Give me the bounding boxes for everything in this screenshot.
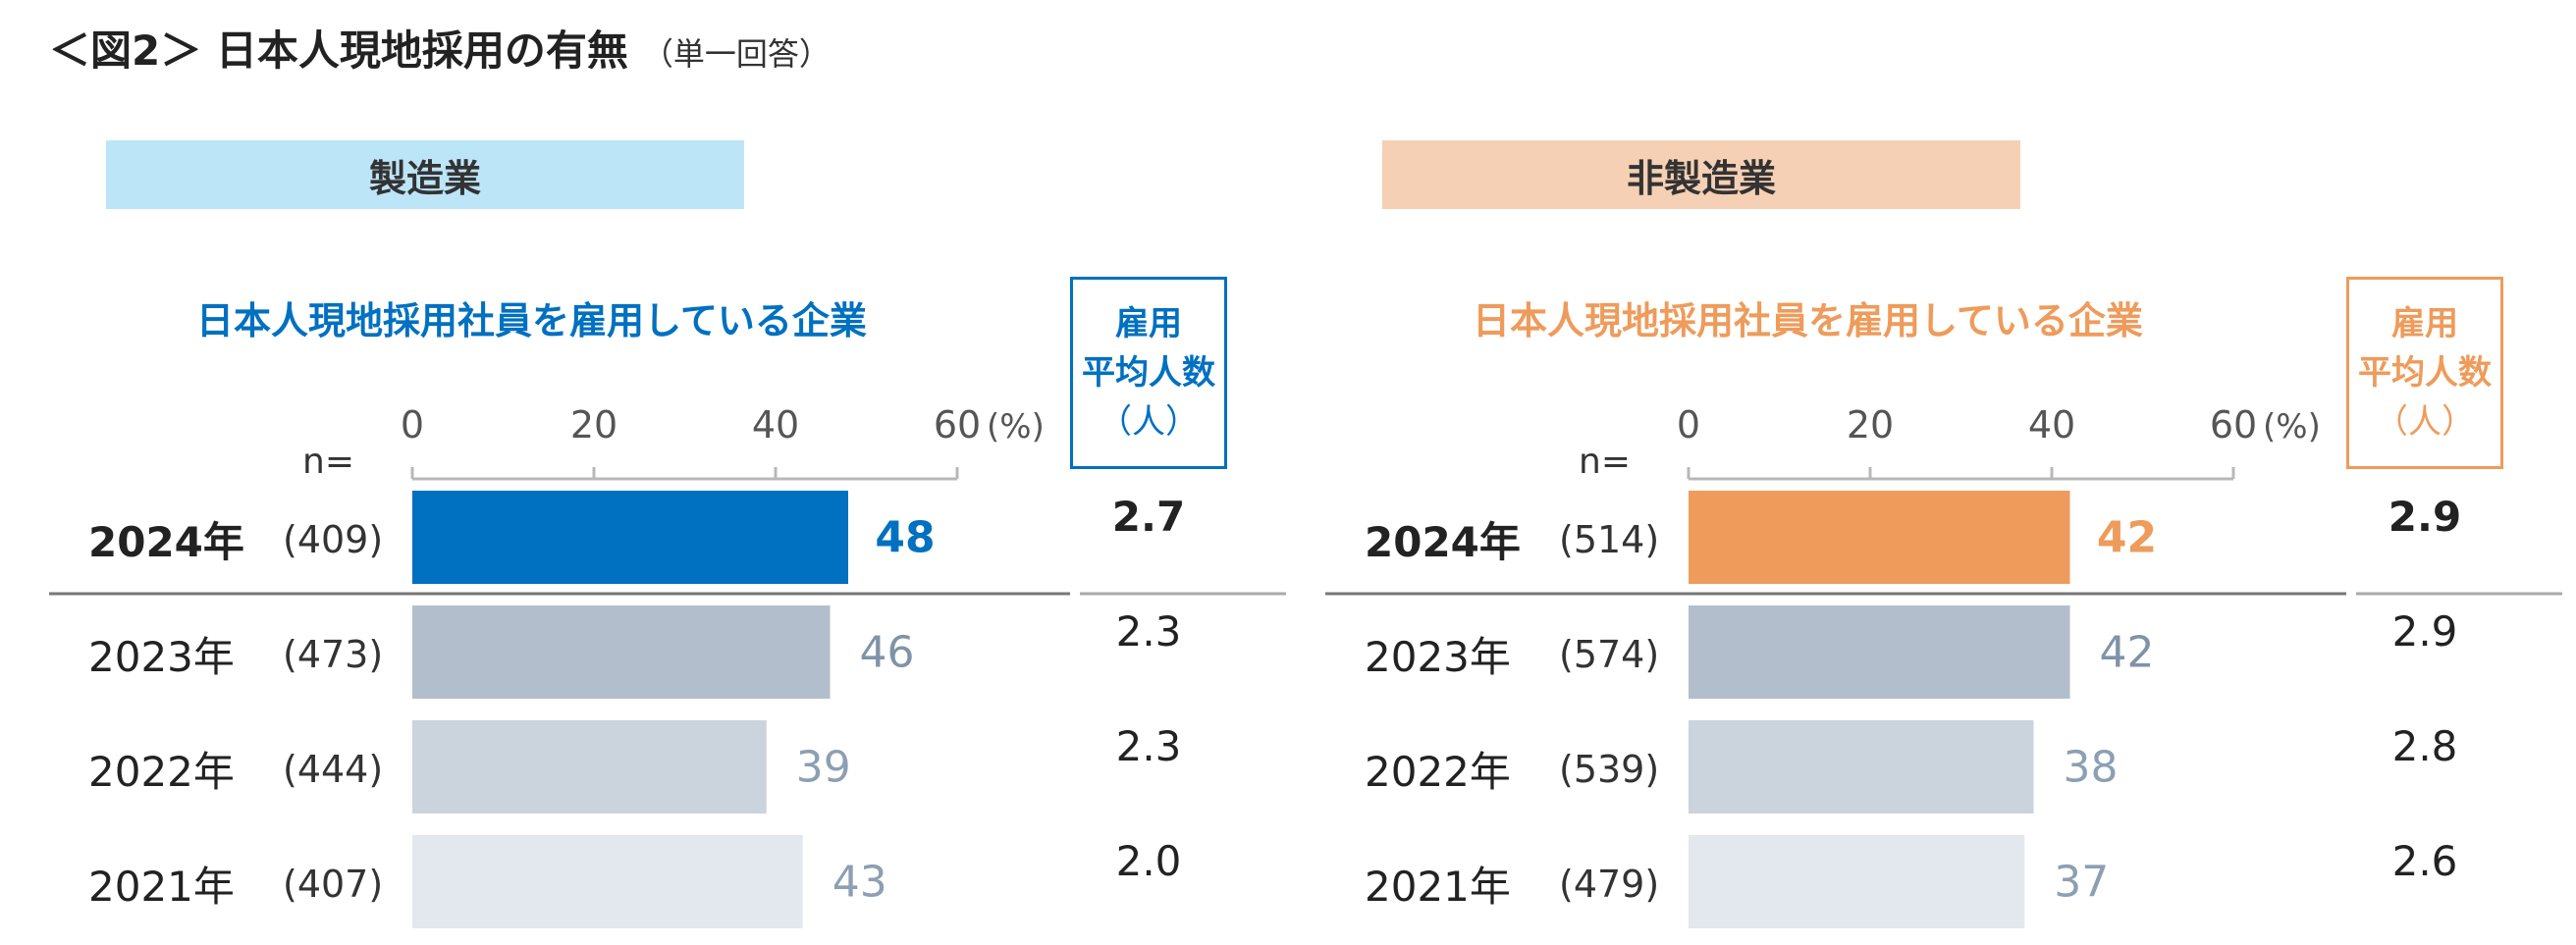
row-label: 2022年 (444) (88, 740, 383, 799)
x-tick-label: 0 (401, 403, 424, 446)
row-year: 2022年 (1365, 748, 1511, 796)
row-sample-size: (479) (1559, 862, 1660, 906)
row-year: 2023年 (88, 633, 235, 681)
avg-employees-box: 雇用 平均人数 （人） (2346, 277, 2503, 469)
row-sample-size: (407) (283, 862, 384, 906)
data-label: 46 (860, 628, 915, 678)
avg-employees-value: 2.8 (2391, 722, 2458, 770)
avg-employees-value: 2.7 (1111, 493, 1186, 541)
avg-box-unit: （人） (1099, 402, 1199, 442)
avg-employees-value: 2.3 (1115, 607, 1182, 656)
row-label: 2021年 (407) (88, 855, 383, 914)
x-axis-unit: (%) (987, 407, 1045, 446)
row-year: 2021年 (88, 863, 235, 911)
bar (1689, 605, 2070, 699)
row-label: 2021年 (479) (1365, 855, 1659, 914)
row-sample-size: (444) (283, 747, 384, 791)
panel-header: 非製造業 (1382, 140, 2020, 209)
row-year: 2021年 (1365, 863, 1511, 911)
data-label: 43 (832, 858, 887, 908)
panel-subtitle: 日本人現地採用社員を雇用している企業 (196, 299, 867, 342)
row-year: 2022年 (88, 748, 235, 796)
x-tick-label: 40 (2028, 403, 2075, 446)
x-tick-label: 60 (934, 403, 981, 446)
panel-manufacturing: 製造業 日本人現地採用社員を雇用している企業 雇用 平均人数 （人） n= 0 2… (49, 0, 1335, 945)
avg-box-line1: 雇用 (1115, 304, 1182, 343)
avg-employees-box: 雇用 平均人数 （人） (1070, 277, 1227, 469)
data-label: 38 (2064, 743, 2119, 793)
data-label: 42 (2100, 628, 2155, 678)
avg-employees-value: 2.6 (2391, 837, 2458, 885)
bar (1689, 835, 2025, 928)
figure-title: ＜図2＞ 日本人現地採用の有無 （単一回答） (49, 18, 831, 86)
avg-employees-value: 2.0 (1115, 837, 1182, 885)
panel-subtitle: 日本人現地採用社員を雇用している企業 (1473, 299, 2143, 342)
avg-employees-value: 2.9 (2388, 493, 2462, 541)
bar (412, 720, 767, 814)
avg-employees-value: 2.9 (2391, 607, 2458, 656)
n-label: n= (1579, 442, 1631, 482)
x-tick-label: 20 (1847, 403, 1894, 446)
row-label: 2022年 (539) (1365, 740, 1659, 799)
row-label: 2023年 (473) (88, 625, 383, 684)
row-sample-size: (539) (1559, 747, 1660, 791)
x-tick-label: 40 (752, 403, 799, 446)
avg-box-line2: 平均人数 (1082, 353, 1215, 393)
figure-title-note: （単一回答） (641, 35, 831, 73)
row-sample-size: (514) (1559, 517, 1660, 561)
n-label: n= (302, 442, 354, 482)
bar (412, 835, 803, 928)
data-label: 48 (875, 513, 935, 563)
x-tick-label: 0 (1677, 403, 1700, 446)
row-sample-size: (574) (1559, 632, 1660, 676)
bar (412, 605, 831, 699)
x-axis-unit: (%) (2263, 407, 2321, 446)
x-tick-label: 20 (570, 403, 617, 446)
bar (412, 491, 848, 584)
data-label: 42 (2097, 513, 2157, 563)
row-label: 2024年 (409) (88, 510, 383, 569)
row-label: 2024年 (514) (1365, 510, 1659, 569)
panel-header: 製造業 (106, 140, 744, 209)
bar (1689, 491, 2070, 584)
avg-box-line1: 雇用 (2391, 304, 2458, 343)
panel-non-manufacturing: 非製造業 日本人現地採用社員を雇用している企業 雇用 平均人数 （人） n= 0… (1325, 0, 2576, 945)
bar-chart: 0 20 40 60 (%) 48 46 39 43 (49, 403, 1286, 928)
row-year: 2024年 (88, 518, 244, 566)
bar (1689, 720, 2034, 814)
row-sample-size: (409) (283, 517, 384, 561)
row-sample-size: (473) (283, 632, 384, 676)
data-label: 39 (796, 743, 851, 793)
row-year: 2023年 (1365, 633, 1511, 681)
row-label: 2023年 (574) (1365, 625, 1659, 684)
avg-employees-value: 2.3 (1115, 722, 1182, 770)
figure-title-main: ＜図2＞ 日本人現地採用の有無 (49, 26, 628, 75)
row-year: 2024年 (1365, 518, 1521, 566)
avg-box-unit: （人） (2375, 402, 2475, 442)
x-tick-label: 60 (2210, 403, 2257, 446)
bar-chart: 0 20 40 60 (%) 42 42 38 37 (1325, 403, 2562, 928)
data-label: 37 (2054, 858, 2109, 908)
avg-box-line2: 平均人数 (2358, 353, 2492, 393)
